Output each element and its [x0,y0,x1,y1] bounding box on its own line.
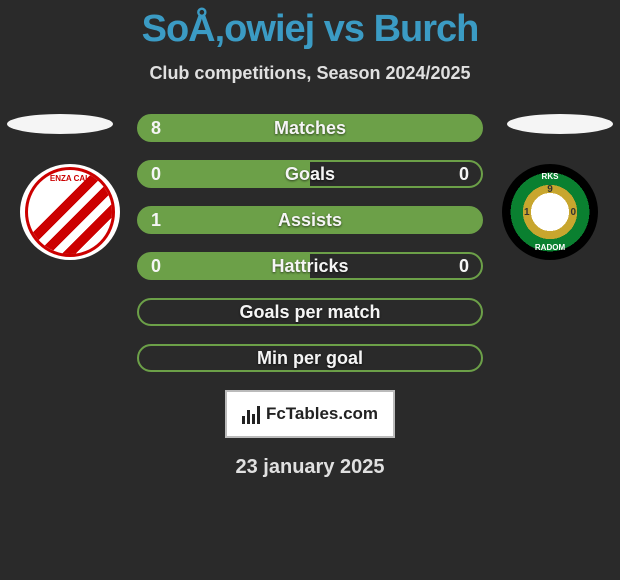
page-title: SoÅ‚owiej vs Burch [0,0,620,51]
stat-bar: Goals per match [137,298,483,326]
vicenza-badge-icon: ENZA CAL [25,167,115,257]
stat-value-right: 0 [459,256,469,277]
stat-bar: 0 Hattricks 0 [137,252,483,280]
radomiak-label-top: RKS [502,172,598,181]
comparison-area: ENZA CAL RKS 9 1 0 RADOM 8Matches0Goals0… [0,114,620,372]
club-logo-left: ENZA CAL [20,164,120,260]
brand-text: FcTables.com [266,404,378,424]
stat-bar: 1 Assists [137,206,483,234]
club-logo-right: RKS 9 1 0 RADOM [500,164,600,260]
stat-label: Goals [285,164,335,185]
stat-label: Assists [278,210,342,231]
stat-bar: Min per goal [137,344,483,372]
radomiak-num-0: 0 [570,207,576,218]
radomiak-label-bottom: RADOM [502,243,598,252]
stat-bar: 0 Goals 0 [137,160,483,188]
left-indicator-ellipse [7,114,113,134]
stat-value-left: 0 [151,256,161,277]
stat-value-right: 0 [459,164,469,185]
radomiak-badge-icon: RKS 9 1 0 RADOM [502,164,598,260]
stat-value-left: 0 [151,164,161,185]
page-subtitle: Club competitions, Season 2024/2025 [0,63,620,84]
bar-chart-icon [242,404,262,424]
vicenza-badge-text: ENZA CAL [28,174,112,183]
stat-label: Hattricks [271,256,348,277]
stat-value-left: 8 [151,118,161,139]
stat-label: Goals per match [239,302,380,323]
radomiak-num-1: 1 [524,207,530,218]
right-indicator-ellipse [507,114,613,134]
brand-badge[interactable]: FcTables.com [225,390,395,438]
stat-value-left: 1 [151,210,161,231]
radomiak-num-9: 9 [547,184,553,195]
stat-bars: 8 Matches 0 Goals 0 1 Assists 0 Hattricks 0 Goals … [137,114,483,372]
footer-date: 23 january 2025 [0,456,620,479]
stat-label: Min per goal [257,348,363,369]
stat-bar: 8 Matches [137,114,483,142]
stat-label: Matches [274,118,346,139]
